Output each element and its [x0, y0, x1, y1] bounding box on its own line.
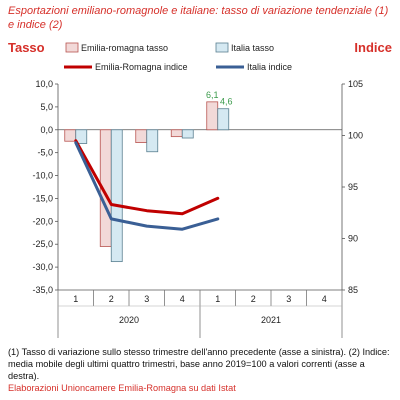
right-tick-label: 85	[348, 285, 358, 295]
left-tick-label: 10,0	[35, 79, 53, 89]
legend-label-emilia-tasso: Emilia-romagna tasso	[81, 43, 168, 53]
year-label: 2020	[119, 315, 139, 325]
left-tick-label: -10,0	[32, 171, 53, 181]
x-tick-label: 1	[73, 294, 78, 304]
x-tick-label: 3	[286, 294, 291, 304]
legend-label-emilia-indice: Emilia-Romagna indice	[95, 62, 188, 72]
chart: Emilia-romagna tasso Italia tasso Emilia-R…	[32, 42, 363, 338]
year-label: 2021	[261, 315, 281, 325]
left-tick-label: -15,0	[32, 193, 53, 203]
bar-emilia-tasso	[206, 101, 219, 131]
x-tick-label: 3	[144, 294, 149, 304]
right-tick-label: 105	[348, 79, 363, 89]
chart-title: Esportazioni emiliano-romagnole e italia…	[8, 5, 389, 31]
x-tick-label: 1	[215, 294, 220, 304]
source-note: Elaborazioni Unioncamere Emilia-Romagna …	[8, 383, 236, 393]
left-tick-label: 0,0	[40, 125, 53, 135]
legend-swatch-italia-tasso	[215, 42, 229, 53]
right-axis-title: Indice	[354, 40, 392, 55]
data-label: 6,1	[206, 90, 219, 100]
bar-italia-tasso	[217, 108, 230, 131]
x-tick-label: 4	[322, 294, 327, 304]
bar-emilia-tasso	[170, 129, 183, 138]
bar-italia-tasso	[146, 129, 159, 153]
right-tick-label: 95	[348, 182, 358, 192]
bar-italia-tasso	[75, 129, 88, 144]
data-label: 4,6	[220, 97, 233, 107]
bar-emilia-tasso	[64, 129, 77, 142]
chart-notes: (1) Tasso di variazione sullo stesso tri…	[8, 347, 390, 381]
left-tick-label: -30,0	[32, 262, 53, 272]
x-tick-label: 4	[180, 294, 185, 304]
bar-italia-tasso	[110, 129, 123, 263]
left-tick-label: -20,0	[32, 216, 53, 226]
bar-emilia-tasso	[135, 129, 148, 143]
right-tick-label: 90	[348, 234, 358, 244]
x-tick-label: 2	[109, 294, 114, 304]
line-italia-indice	[74, 141, 220, 231]
legend-label-italia-indice: Italia indice	[247, 62, 292, 72]
left-tick-label: -5,0	[37, 148, 53, 158]
bar-italia-tasso	[181, 129, 194, 139]
left-tick-label: -25,0	[32, 239, 53, 249]
legend-label-italia-tasso: Italia tasso	[231, 43, 274, 53]
x-tick-label: 2	[251, 294, 256, 304]
left-tick-label: 5,0	[40, 102, 53, 112]
legend-swatch-emilia-tasso	[65, 42, 79, 53]
right-tick-label: 100	[348, 131, 363, 141]
left-axis-title: Tasso	[8, 40, 45, 55]
left-tick-label: -35,0	[32, 285, 53, 295]
line-emilia-indice	[74, 139, 220, 216]
